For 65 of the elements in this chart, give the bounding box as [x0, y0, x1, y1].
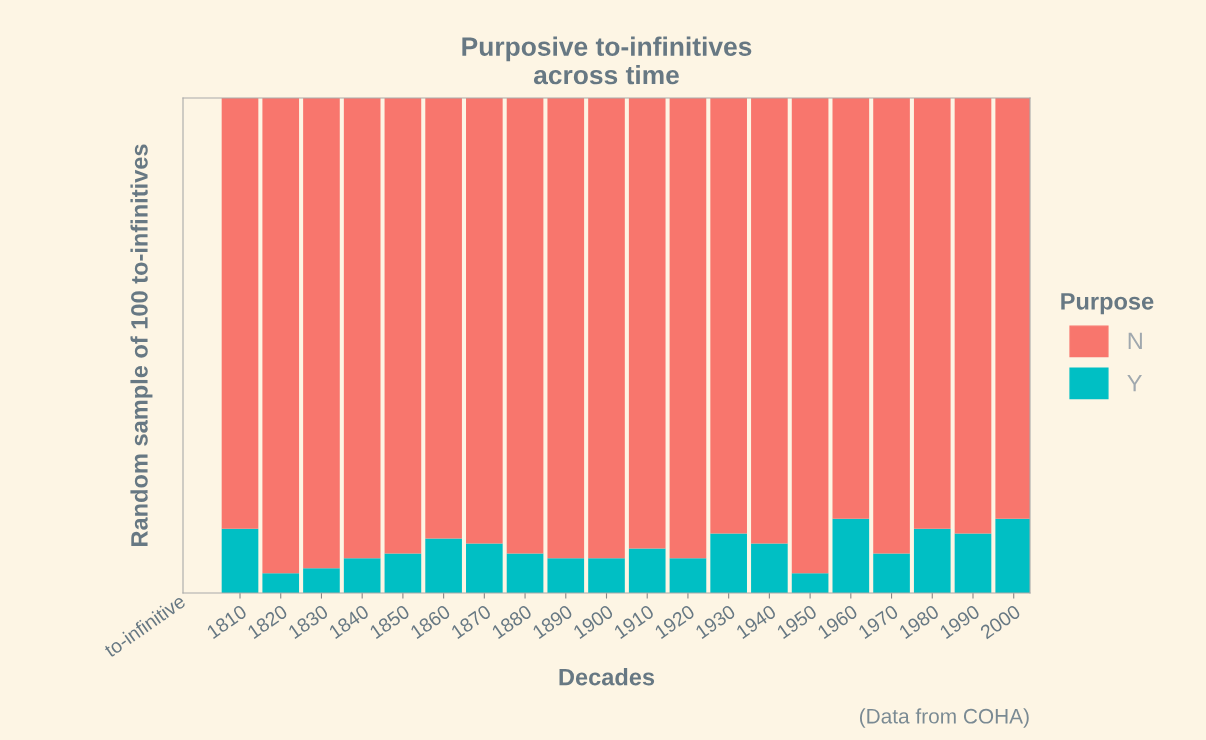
x-tick-label: 1860 — [409, 604, 452, 640]
bar — [425, 538, 462, 593]
bar — [832, 98, 870, 519]
bar — [547, 558, 585, 593]
bar — [506, 553, 544, 593]
bar — [791, 98, 829, 574]
x-tick-label: 1890 — [531, 604, 574, 640]
x-tick-label: 1930 — [694, 604, 737, 640]
x-tick-label: 1960 — [816, 604, 859, 640]
x-tick-label: 1840 — [328, 604, 370, 640]
bar — [954, 98, 992, 534]
bar — [588, 558, 625, 593]
x-tick-label: 1920 — [654, 604, 696, 640]
bar — [913, 98, 951, 529]
text: (Data from COHA) — [859, 708, 1029, 728]
bar — [547, 98, 585, 559]
x-tick-label: 2000 — [979, 604, 1022, 640]
bar — [628, 98, 666, 549]
bar — [710, 533, 747, 593]
bar — [384, 553, 422, 593]
x-axis-title: Decades — [559, 668, 655, 686]
x-tick-label: 1980 — [898, 604, 940, 640]
x-tick-label: 1850 — [368, 604, 411, 640]
x-tick-label: 1810 — [206, 604, 248, 640]
bar — [221, 98, 259, 529]
x-tick-label: 1880 — [491, 604, 533, 640]
bar — [710, 98, 747, 534]
bar — [303, 568, 340, 593]
bar — [628, 548, 666, 593]
bar — [751, 543, 788, 593]
bar — [873, 98, 910, 554]
bar — [669, 98, 707, 559]
bar — [791, 573, 829, 593]
x-tick-label: 1940 — [735, 604, 777, 640]
bar — [873, 553, 910, 593]
bar — [954, 533, 992, 593]
y-axis-title: Random sample of 100 to-infinitives — [130, 144, 153, 546]
x-tick-label: 1990 — [939, 604, 981, 640]
bar — [343, 558, 381, 593]
legend-label: N — [1128, 332, 1142, 350]
x-tick-label: 1910 — [613, 604, 655, 640]
bar — [466, 543, 503, 593]
x-tick-label: 1830 — [287, 604, 330, 640]
bar — [303, 98, 340, 569]
bar — [343, 98, 381, 559]
x-tick-label: 1900 — [572, 604, 615, 640]
bar — [506, 98, 544, 554]
bar — [751, 98, 788, 544]
legend-label: Y — [1127, 374, 1142, 392]
x-tick-label: 1970 — [857, 604, 900, 640]
x-tick-label: 1870 — [450, 604, 492, 640]
bar — [913, 528, 951, 593]
legend-title: Purpose — [1061, 293, 1154, 315]
bar — [262, 98, 300, 574]
bar — [384, 98, 422, 554]
bar — [466, 98, 503, 544]
bar — [669, 558, 707, 593]
bar — [588, 98, 625, 559]
bar — [425, 98, 462, 539]
bar — [221, 528, 259, 593]
bar — [832, 518, 870, 593]
x-tick-label: 1820 — [246, 604, 289, 640]
x-tick-label: 1950 — [776, 604, 818, 640]
chart-title: Purposive to-infinitives across time — [462, 36, 752, 85]
bar — [262, 573, 300, 593]
